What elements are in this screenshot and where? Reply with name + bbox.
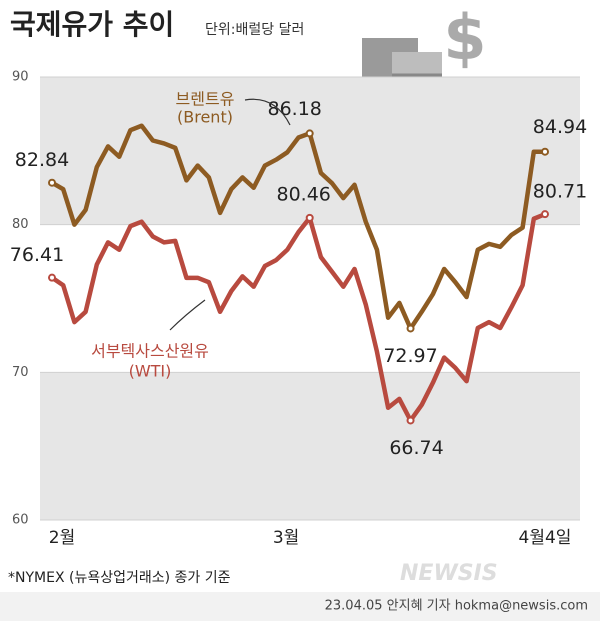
point-marker [305, 129, 314, 138]
legend-label-sub: (WTI) [129, 362, 172, 381]
y-tick-label: 80 [12, 217, 29, 232]
legend-arrow [169, 299, 206, 331]
series-line [50, 212, 546, 423]
y-tick-label: 90 [12, 70, 29, 85]
point-marker [48, 273, 56, 282]
credit: 23.04.05 안지혜 기자 hokma@newsis.com [325, 599, 588, 614]
footnote: *NYMEX (뉴욕상업거래소) 종가 기준 [8, 570, 231, 586]
point-marker [406, 324, 415, 333]
value-label: 80.46 [277, 183, 331, 205]
unit: 단위:배럴당 달러 [205, 22, 304, 38]
y-tick-label: 60 [12, 513, 29, 528]
series-line [50, 123, 545, 331]
band [40, 77, 580, 225]
chart-title: 국제유가 추이 [10, 8, 174, 41]
x-tick-label: 2월 [49, 528, 75, 548]
y-tick-label: 70 [12, 365, 29, 380]
band [40, 372, 580, 520]
value-label: 84.94 [533, 116, 587, 138]
x-tick-label: 3월 [273, 528, 299, 548]
point-marker [541, 210, 549, 219]
legend-arrow [244, 98, 291, 126]
point-marker [406, 416, 415, 425]
point-marker [305, 213, 314, 222]
value-label: 66.74 [389, 437, 443, 459]
logo: NEWSIS [400, 561, 498, 586]
value-label: 82.84 [15, 149, 69, 171]
value-label: 80.71 [533, 181, 587, 203]
value-label: 76.41 [10, 244, 64, 266]
value-label: 72.97 [383, 345, 437, 367]
point-marker [541, 147, 549, 156]
value-label: 86.18 [268, 98, 322, 120]
footer-bar [0, 592, 600, 621]
svg-text:$: $ [443, 1, 486, 74]
legend-label: 브렌트유 [176, 90, 235, 109]
point-marker [48, 178, 56, 187]
legend-label: 서부텍사스산원유 [91, 342, 209, 361]
legend-label-sub: (Brent) [177, 108, 233, 127]
x-tick-label: 4월4일 [519, 528, 572, 548]
